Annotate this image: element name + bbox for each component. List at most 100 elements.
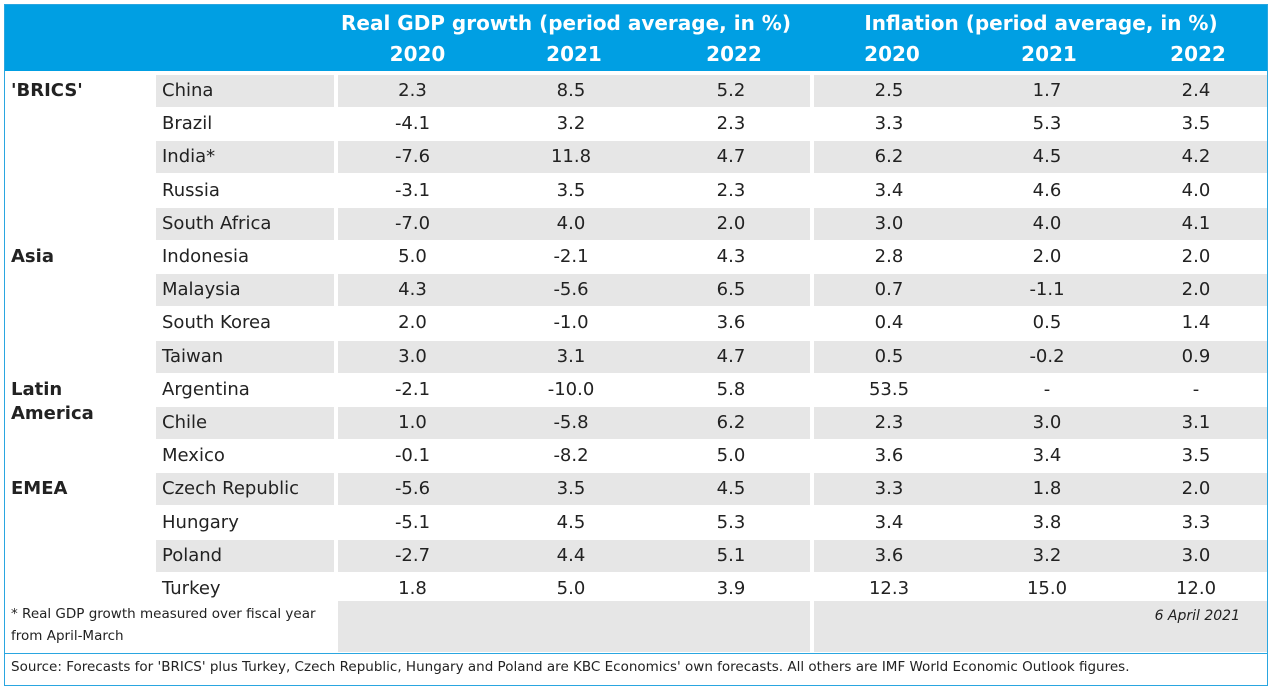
value-cell: 3.0 xyxy=(874,212,904,234)
value-cell: 3.0 xyxy=(1032,412,1062,433)
value-cell: 3.4 xyxy=(874,179,904,201)
value-cell: 5.0 xyxy=(398,246,427,267)
value-cell: 1.7 xyxy=(1032,80,1062,101)
region-label: Latin America xyxy=(5,373,152,471)
value-cell: -10.0 xyxy=(547,378,595,400)
value-cell: 5.3 xyxy=(1032,113,1062,135)
value-cell: 4.6 xyxy=(1032,179,1062,201)
value-cell: 4.3 xyxy=(398,279,427,301)
value-cell: 3.4 xyxy=(874,511,904,533)
country-cell: Czech Republic xyxy=(162,478,300,500)
value-cell: 4.2 xyxy=(1181,146,1211,168)
value-cell: 3.3 xyxy=(874,113,904,135)
year-header: 2021 xyxy=(546,42,602,66)
table-row: China 2.3 8.5 5.2 2.5 1.7 2.4 xyxy=(156,75,1267,107)
country-cell: South Africa xyxy=(162,212,272,234)
value-cell: 3.6 xyxy=(874,445,904,467)
value-cell: 5.3 xyxy=(716,511,746,533)
value-cell: -5.1 xyxy=(394,511,431,533)
region-label: Asia xyxy=(5,241,152,371)
table-row: South Korea 2.0 -1.0 3.6 0.4 0.5 1.4 xyxy=(156,307,1267,340)
value-cell: 2.0 xyxy=(398,312,427,334)
value-cell: 3.1 xyxy=(556,345,586,367)
table-row: Malaysia 4.3 -5.6 6.5 0.7 -1.1 2.0 xyxy=(156,274,1267,307)
value-cell: 1.4 xyxy=(1181,312,1211,334)
country-cell: Taiwan xyxy=(162,345,224,367)
value-cell: 53.5 xyxy=(868,378,910,400)
value-cell: -2.1 xyxy=(394,378,431,400)
value-cell: 2.3 xyxy=(716,113,746,135)
country-cell: Poland xyxy=(162,544,223,566)
value-cell: -1.1 xyxy=(1029,279,1065,301)
value-cell: 2.3 xyxy=(398,80,427,101)
value-cell: 0.5 xyxy=(874,345,904,367)
year-header: 2020 xyxy=(864,42,920,66)
value-cell: 11.8 xyxy=(550,146,592,168)
region-label: 'BRICS' xyxy=(5,75,152,238)
inflation-group-title: Inflation (period average, in %) xyxy=(864,11,1218,35)
value-cell: -2.1 xyxy=(553,246,589,267)
value-cell: 6.2 xyxy=(874,146,904,168)
region-label: EMEA xyxy=(5,473,152,604)
table-row: Hungary -5.1 4.5 5.3 3.4 3.8 3.3 xyxy=(156,506,1267,539)
value-cell: 3.5 xyxy=(1181,445,1211,467)
table-header: Real GDP growth (period average, in %) I… xyxy=(5,5,1267,71)
value-cell: 4.5 xyxy=(556,511,586,533)
table-row: Mexico -0.1 -8.2 5.0 3.6 3.4 3.5 xyxy=(156,440,1267,473)
table-row: South Africa -7.0 4.0 2.0 3.0 4.0 4.1 xyxy=(156,207,1267,240)
value-cell: 5.1 xyxy=(716,544,746,566)
country-cell: Russia xyxy=(162,179,220,201)
column-separator xyxy=(810,75,814,667)
value-cell: 0.7 xyxy=(874,279,904,301)
value-cell: -2.7 xyxy=(394,544,431,566)
value-cell: 3.2 xyxy=(1032,544,1062,566)
value-cell: 0.4 xyxy=(874,312,904,334)
value-cell: 2.5 xyxy=(874,80,904,101)
value-cell: 2.0 xyxy=(1181,279,1211,301)
value-cell: 12.3 xyxy=(868,578,910,599)
value-cell: 4.7 xyxy=(716,345,746,367)
column-separator xyxy=(152,75,156,667)
country-cell: South Korea xyxy=(162,312,272,334)
value-cell: 2.0 xyxy=(1181,246,1211,267)
value-cell: -7.6 xyxy=(394,146,431,168)
source-note: Source: Forecasts for 'BRICS' plus Turke… xyxy=(5,653,1267,683)
column-separator xyxy=(334,75,338,667)
value-cell: 3.3 xyxy=(874,478,904,500)
year-header: 2022 xyxy=(1170,42,1226,66)
value-cell: 4.0 xyxy=(1181,179,1211,201)
value-cell: 5.8 xyxy=(716,378,746,400)
value-cell: 4.3 xyxy=(716,246,746,267)
value-cell: - xyxy=(1192,378,1200,400)
value-cell: 5.2 xyxy=(716,80,746,101)
value-cell: 15.0 xyxy=(1026,578,1068,599)
value-cell: 2.3 xyxy=(716,179,746,201)
country-cell: Indonesia xyxy=(162,246,250,267)
value-cell: 3.8 xyxy=(1032,511,1062,533)
value-cell: 3.9 xyxy=(716,578,746,599)
value-cell: 4.4 xyxy=(556,544,586,566)
table-row: Czech Republic -5.6 3.5 4.5 3.3 1.8 2.0 xyxy=(156,473,1267,506)
table-row: Indonesia 5.0 -2.1 4.3 2.8 2.0 2.0 xyxy=(156,241,1267,273)
value-cell: 1.8 xyxy=(398,578,427,599)
value-cell: -0.1 xyxy=(394,445,431,467)
country-cell: China xyxy=(162,80,214,101)
value-cell: 3.3 xyxy=(1181,511,1211,533)
gdp-group-title: Real GDP growth (period average, in %) xyxy=(341,11,791,35)
value-cell: 2.0 xyxy=(716,212,746,234)
value-cell: 2.8 xyxy=(874,246,904,267)
year-header: 2022 xyxy=(706,42,762,66)
country-cell: Turkey xyxy=(162,578,221,599)
value-cell: 6.2 xyxy=(716,412,746,433)
value-cell: 4.5 xyxy=(1032,146,1062,168)
value-cell: 1.8 xyxy=(1032,478,1062,500)
value-cell: 2.0 xyxy=(1181,478,1211,500)
table-row: Russia -3.1 3.5 2.3 3.4 4.6 4.0 xyxy=(156,174,1267,207)
date-label: 6 April 2021 xyxy=(1154,608,1240,624)
country-cell: India* xyxy=(162,146,216,168)
value-cell: 0.5 xyxy=(1032,312,1062,334)
value-cell: 2.3 xyxy=(874,412,904,433)
table-row: Taiwan 3.0 3.1 4.7 0.5 -0.2 0.9 xyxy=(156,340,1267,373)
country-cell: Argentina xyxy=(162,378,250,400)
country-cell: Hungary xyxy=(162,511,239,533)
